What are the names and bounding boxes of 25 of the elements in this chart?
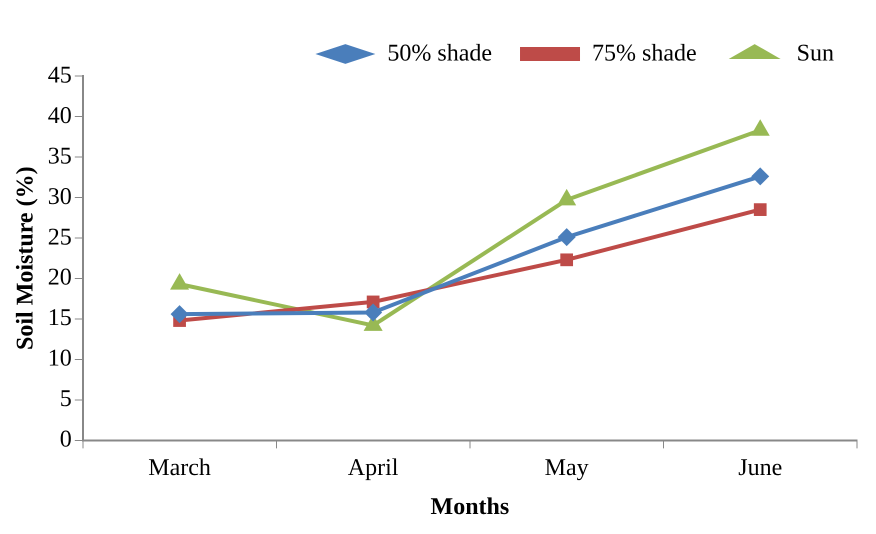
legend-label: 50% shade — [387, 40, 492, 66]
y-tick-label: 45 — [48, 62, 72, 88]
y-axis-title: Soil Moisture (%) — [12, 166, 39, 350]
y-tick-label: 5 — [60, 386, 72, 412]
y-tick-label: 35 — [48, 143, 72, 170]
point — [364, 303, 382, 322]
legend-label: Sun — [796, 40, 834, 66]
y-tick-label: 15 — [48, 305, 72, 332]
y-tick-label: 30 — [48, 184, 72, 210]
x-tick-label: June — [738, 455, 782, 482]
point — [751, 167, 770, 186]
y-tick-label: 25 — [48, 224, 72, 250]
x-axis-title: Months — [430, 494, 510, 520]
y-tick-label: 10 — [48, 346, 72, 372]
point — [754, 203, 767, 216]
x-tick-label: March — [148, 455, 211, 482]
x-tick-label: May — [544, 455, 589, 482]
x-tick-label: April — [348, 455, 399, 482]
point — [558, 228, 576, 246]
y-tick-label: 20 — [48, 264, 72, 291]
y-tick-label: 40 — [48, 102, 72, 129]
legend-label: 75% shade — [592, 40, 697, 66]
y-tick-label: 0 — [60, 426, 72, 453]
point — [560, 253, 574, 266]
point — [170, 305, 189, 324]
